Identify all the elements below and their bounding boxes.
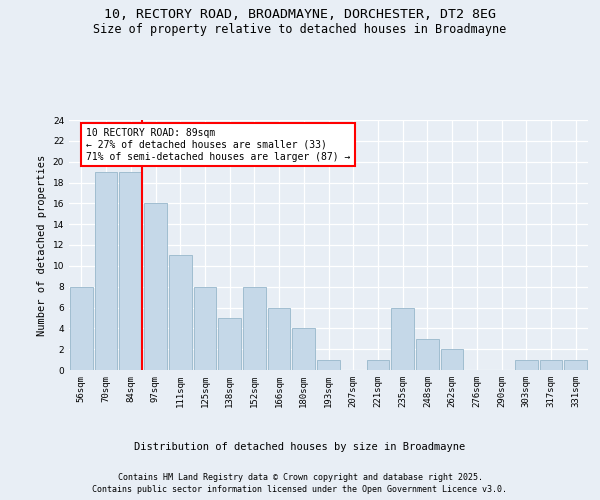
Text: Contains HM Land Registry data © Crown copyright and database right 2025.: Contains HM Land Registry data © Crown c… <box>118 472 482 482</box>
Bar <box>367 360 389 370</box>
Bar <box>243 286 266 370</box>
Bar <box>95 172 118 370</box>
Text: 10 RECTORY ROAD: 89sqm
← 27% of detached houses are smaller (33)
71% of semi-det: 10 RECTORY ROAD: 89sqm ← 27% of detached… <box>86 128 350 162</box>
Y-axis label: Number of detached properties: Number of detached properties <box>37 154 47 336</box>
Bar <box>194 286 216 370</box>
Text: Contains public sector information licensed under the Open Government Licence v3: Contains public sector information licen… <box>92 485 508 494</box>
Bar <box>391 308 414 370</box>
Bar <box>539 360 562 370</box>
Text: Distribution of detached houses by size in Broadmayne: Distribution of detached houses by size … <box>134 442 466 452</box>
Bar <box>515 360 538 370</box>
Bar <box>169 256 191 370</box>
Text: Size of property relative to detached houses in Broadmayne: Size of property relative to detached ho… <box>94 22 506 36</box>
Bar <box>144 204 167 370</box>
Bar <box>70 286 93 370</box>
Bar <box>268 308 290 370</box>
Bar <box>564 360 587 370</box>
Bar <box>441 349 463 370</box>
Bar <box>416 339 439 370</box>
Bar <box>292 328 315 370</box>
Bar <box>317 360 340 370</box>
Bar <box>119 172 142 370</box>
Text: 10, RECTORY ROAD, BROADMAYNE, DORCHESTER, DT2 8EG: 10, RECTORY ROAD, BROADMAYNE, DORCHESTER… <box>104 8 496 20</box>
Bar <box>218 318 241 370</box>
